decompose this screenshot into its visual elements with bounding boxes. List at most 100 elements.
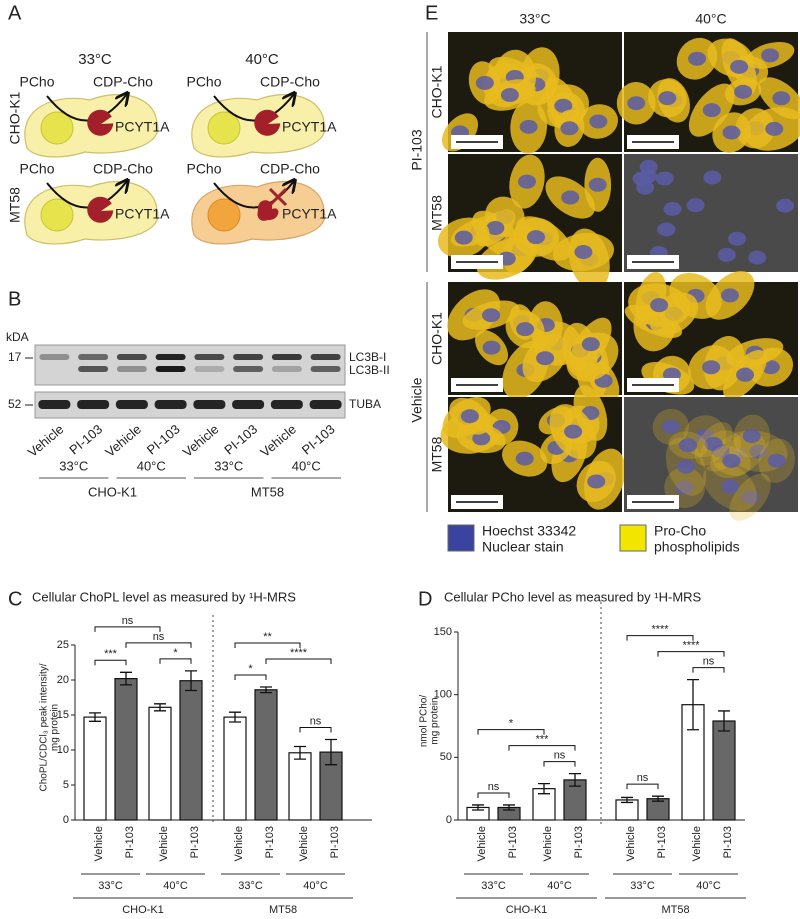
cell-line-label: CHO-K1 [506, 904, 548, 916]
error-bar [687, 678, 699, 731]
treatment-label: Vehicle [409, 377, 425, 422]
temperature-label: 40°C [163, 880, 188, 892]
nucleus [554, 98, 573, 113]
substrate-label: PCho [19, 74, 54, 90]
nucleus [561, 190, 580, 205]
x-tick-label: PI-103 [656, 826, 668, 858]
band [116, 354, 147, 360]
bar [712, 720, 736, 821]
nucleus [454, 230, 473, 245]
y-tick-label: 5 [63, 779, 69, 791]
temperature-label: 33°C [481, 880, 506, 892]
x-tick-label: Vehicle [93, 826, 105, 861]
bar [646, 798, 670, 821]
cell-line-label: CHO-K1 [7, 91, 23, 144]
significance-bracket [265, 658, 332, 664]
temperature-label: 33°C [238, 880, 263, 892]
treatment-label: PI-103 [409, 129, 425, 170]
nucleus [655, 171, 674, 186]
micrograph [624, 271, 798, 400]
unit-label: kDA [6, 330, 29, 344]
nucleus [728, 231, 747, 246]
temperature-label: 33°C [98, 880, 123, 892]
significance-label: ns [554, 750, 566, 762]
significance-label: ns [153, 631, 165, 643]
band [233, 354, 264, 360]
temperature-header: 33°C [78, 51, 112, 68]
nucleus [767, 453, 786, 468]
product-label: CDP-Cho [260, 161, 320, 177]
panel-letter: A [8, 2, 22, 24]
nucleus [581, 337, 600, 352]
panel-letter: E [425, 2, 438, 24]
nucleus [722, 453, 741, 468]
cell-line-label: MT58 [429, 436, 445, 472]
temperature-label: 40°C [696, 880, 721, 892]
significance-bracket [543, 761, 576, 767]
nucleus [574, 245, 593, 260]
significance-bracket [477, 729, 545, 735]
significance-label: ns [637, 772, 649, 784]
nucleus [207, 111, 241, 145]
y-tick-label: 0 [63, 814, 69, 826]
band [271, 366, 302, 372]
band [193, 400, 226, 409]
temperature-label: 40°C [303, 880, 328, 892]
nucleus [720, 288, 739, 303]
error-bar [503, 804, 515, 811]
nucleus [588, 177, 607, 192]
reaction-arrow [213, 94, 294, 122]
x-tick-label: PI-103 [507, 826, 519, 858]
band [78, 354, 109, 360]
micrograph [624, 154, 798, 272]
marker-label: 52 [8, 397, 22, 411]
enzyme [87, 109, 114, 136]
nucleus [500, 88, 519, 103]
x-tick-label: PI-103 [329, 826, 341, 858]
nucleus [40, 111, 74, 145]
nucleus [677, 459, 696, 474]
nucleus [686, 198, 705, 213]
nucleus [472, 431, 491, 446]
y-axis-label: mg protein [50, 704, 61, 751]
significance-bracket [477, 792, 510, 798]
significance-bracket [94, 626, 161, 632]
y-axis-label: nmol PCho/ [419, 695, 430, 747]
nucleus [663, 201, 682, 216]
cell-line-label: MT58 [7, 187, 23, 223]
band [270, 400, 303, 409]
lane-label: Vehicle [180, 421, 222, 459]
y-tick-label: 100 [434, 689, 452, 701]
chart-title: Cellular ChoPL level as measured by ¹H-M… [32, 589, 296, 604]
enzyme-mutant [257, 200, 279, 221]
x-tick-label: PI-103 [189, 826, 201, 858]
micrograph [440, 385, 626, 512]
y-tick-label: 25 [57, 639, 69, 651]
error-bar [185, 670, 197, 692]
micrograph [447, 282, 622, 402]
enzyme-label: PCYT1A [115, 206, 170, 222]
band [232, 400, 265, 409]
bar [223, 716, 247, 821]
temperature-label: 33°C [214, 458, 243, 473]
nucleus [519, 119, 538, 134]
nucleus [460, 409, 479, 424]
lane-label: PI-103 [299, 421, 338, 457]
significance-bracket [299, 727, 332, 733]
significance-bracket [626, 635, 694, 641]
significance-label: ns [310, 715, 322, 727]
legend-label: phospholipids [654, 539, 740, 555]
x-tick-label: Vehicle [476, 826, 488, 861]
band [154, 400, 187, 409]
band-label: TUBA [349, 397, 381, 411]
bar [254, 689, 278, 821]
bar [114, 677, 138, 821]
band [78, 366, 109, 372]
nucleus [536, 351, 555, 366]
x-tick-label: Vehicle [298, 826, 310, 861]
nucleus [475, 75, 494, 90]
y-axis-label: mg protein [430, 697, 441, 744]
band [115, 400, 148, 409]
y-tick-label: 0 [446, 814, 452, 826]
